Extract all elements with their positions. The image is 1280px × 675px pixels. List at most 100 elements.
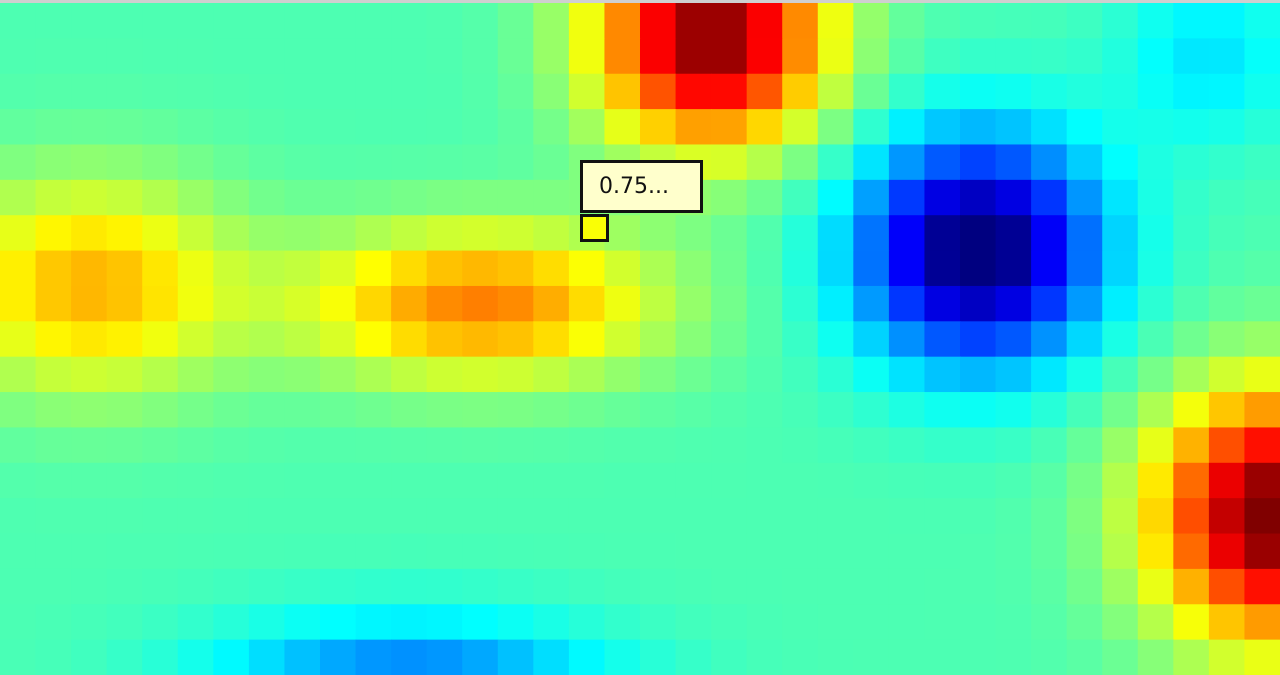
- heatmap-cell[interactable]: [1102, 179, 1139, 216]
- heatmap-cell[interactable]: [142, 73, 179, 110]
- heatmap-cell[interactable]: [817, 533, 854, 570]
- heatmap-cell[interactable]: [320, 462, 357, 499]
- heatmap-cell[interactable]: [497, 321, 534, 358]
- heatmap-cell[interactable]: [960, 38, 997, 75]
- heatmap-cell[interactable]: [675, 109, 712, 146]
- heatmap-cell[interactable]: [853, 144, 890, 181]
- heatmap-cell[interactable]: [106, 321, 143, 358]
- heatmap-cell[interactable]: [817, 144, 854, 181]
- heatmap-cell[interactable]: [1173, 250, 1210, 287]
- heatmap-cell[interactable]: [853, 109, 890, 146]
- heatmap-cell[interactable]: [924, 109, 961, 146]
- heatmap-cell[interactable]: [1173, 215, 1210, 252]
- heatmap-cell[interactable]: [995, 604, 1032, 641]
- heatmap-cell[interactable]: [960, 568, 997, 605]
- heatmap-cell[interactable]: [888, 427, 926, 464]
- heatmap-cell[interactable]: [782, 604, 819, 641]
- heatmap-cell[interactable]: [1066, 498, 1103, 535]
- heatmap-cell[interactable]: [888, 215, 926, 252]
- heatmap-cell[interactable]: [426, 144, 463, 181]
- heatmap-cell[interactable]: [1173, 356, 1210, 393]
- heatmap-cell[interactable]: [35, 427, 72, 464]
- heatmap-cell[interactable]: [497, 462, 534, 499]
- heatmap-cell[interactable]: [177, 568, 214, 605]
- heatmap-cell[interactable]: [0, 250, 37, 287]
- heatmap-cell[interactable]: [1173, 427, 1210, 464]
- heatmap-cell[interactable]: [426, 568, 463, 605]
- heatmap-cell[interactable]: [426, 427, 463, 464]
- heatmap-cell[interactable]: [675, 639, 712, 675]
- heatmap-cell[interactable]: [320, 356, 357, 393]
- heatmap-cell[interactable]: [675, 285, 712, 322]
- heatmap-cell[interactable]: [604, 215, 641, 252]
- heatmap-cell[interactable]: [177, 462, 214, 499]
- heatmap-cell[interactable]: [888, 109, 926, 146]
- heatmap-cell[interactable]: [142, 498, 179, 535]
- heatmap-cell[interactable]: [960, 639, 997, 675]
- heatmap-cell[interactable]: [284, 604, 321, 641]
- heatmap-cell[interactable]: [355, 38, 392, 75]
- heatmap-cell[interactable]: [71, 462, 108, 499]
- heatmap-cell[interactable]: [71, 533, 108, 570]
- heatmap-cell[interactable]: [106, 144, 143, 181]
- heatmap-cell[interactable]: [888, 533, 926, 570]
- heatmap-cell[interactable]: [1244, 498, 1280, 535]
- heatmap-cell[interactable]: [568, 285, 606, 322]
- heatmap-cell[interactable]: [853, 427, 890, 464]
- heatmap-cell[interactable]: [1137, 639, 1174, 675]
- heatmap-cell[interactable]: [0, 144, 37, 181]
- heatmap-cell[interactable]: [320, 3, 357, 39]
- heatmap-cell[interactable]: [533, 568, 570, 605]
- heatmap-cell[interactable]: [568, 321, 606, 358]
- heatmap-cell[interactable]: [1031, 462, 1068, 499]
- heatmap-cell[interactable]: [426, 179, 463, 216]
- heatmap-cell[interactable]: [960, 498, 997, 535]
- heatmap-cell[interactable]: [746, 3, 783, 39]
- heatmap-cell[interactable]: [924, 73, 961, 110]
- heatmap-cell[interactable]: [995, 215, 1032, 252]
- heatmap-cell[interactable]: [1031, 250, 1068, 287]
- heatmap-cell[interactable]: [711, 109, 748, 146]
- heatmap-cell[interactable]: [355, 285, 392, 322]
- heatmap-cell[interactable]: [1031, 109, 1068, 146]
- heatmap-cell[interactable]: [888, 250, 926, 287]
- heatmap-cell[interactable]: [1208, 73, 1246, 110]
- heatmap-cell[interactable]: [71, 427, 108, 464]
- heatmap-cell[interactable]: [746, 179, 783, 216]
- heatmap-cell[interactable]: [248, 568, 286, 605]
- heatmap-cell[interactable]: [248, 321, 286, 358]
- heatmap-cell[interactable]: [568, 533, 606, 570]
- heatmap-cell[interactable]: [106, 38, 143, 75]
- heatmap-cell[interactable]: [1066, 321, 1103, 358]
- heatmap-cell[interactable]: [782, 250, 819, 287]
- heatmap-cell[interactable]: [1031, 568, 1068, 605]
- heatmap-cell[interactable]: [960, 144, 997, 181]
- heatmap-cell[interactable]: [355, 462, 392, 499]
- heatmap-cell[interactable]: [177, 427, 214, 464]
- heatmap-cell[interactable]: [924, 498, 961, 535]
- heatmap-cell[interactable]: [0, 392, 37, 429]
- heatmap-cell[interactable]: [533, 462, 570, 499]
- heatmap-cell[interactable]: [1066, 568, 1103, 605]
- heatmap-cell[interactable]: [71, 356, 108, 393]
- heatmap-cell[interactable]: [1102, 250, 1139, 287]
- heatmap-cell[interactable]: [284, 533, 321, 570]
- heatmap-cell[interactable]: [604, 533, 641, 570]
- heatmap-cell[interactable]: [497, 3, 534, 39]
- heatmap-cell[interactable]: [568, 639, 606, 675]
- heatmap-cell[interactable]: [213, 250, 250, 287]
- heatmap-cell[interactable]: [711, 38, 748, 75]
- heatmap-cell[interactable]: [1173, 73, 1210, 110]
- heatmap-cell[interactable]: [1208, 144, 1246, 181]
- heatmap-cell[interactable]: [568, 250, 606, 287]
- heatmap-cell[interactable]: [533, 179, 570, 216]
- heatmap-cell[interactable]: [533, 38, 570, 75]
- heatmap-cell[interactable]: [960, 250, 997, 287]
- heatmap-cell[interactable]: [35, 38, 72, 75]
- heatmap-cell[interactable]: [35, 321, 72, 358]
- heatmap-cell[interactable]: [35, 568, 72, 605]
- heatmap-cell[interactable]: [426, 38, 463, 75]
- heatmap-cell[interactable]: [35, 215, 72, 252]
- heatmap-cell[interactable]: [533, 285, 570, 322]
- heatmap-cell[interactable]: [568, 427, 606, 464]
